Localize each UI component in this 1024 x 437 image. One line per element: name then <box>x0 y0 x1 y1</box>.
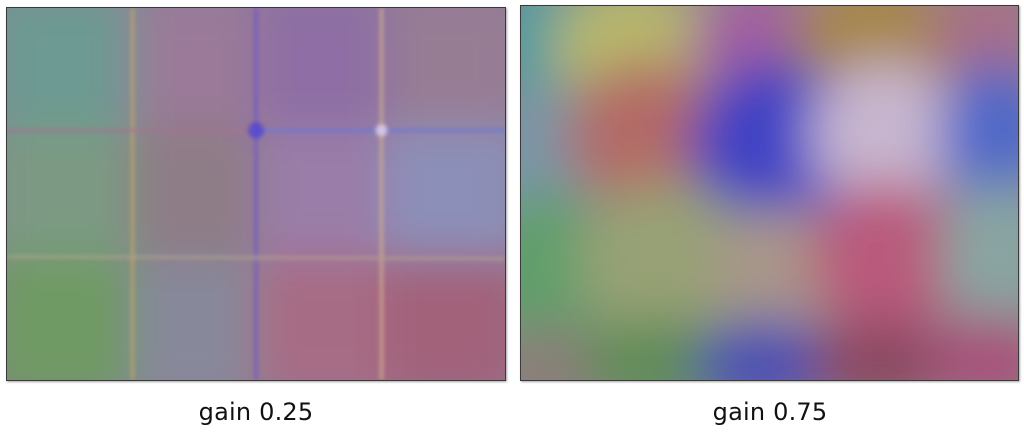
image-panel-gain-075 <box>520 5 1019 381</box>
image-panel-gain-025 <box>6 7 506 381</box>
caption-gain-075: gain 0.75 <box>712 398 828 426</box>
caption-gain-025: gain 0.25 <box>198 398 314 426</box>
gain-075-image <box>521 6 1018 380</box>
gain-025-image <box>7 8 505 380</box>
